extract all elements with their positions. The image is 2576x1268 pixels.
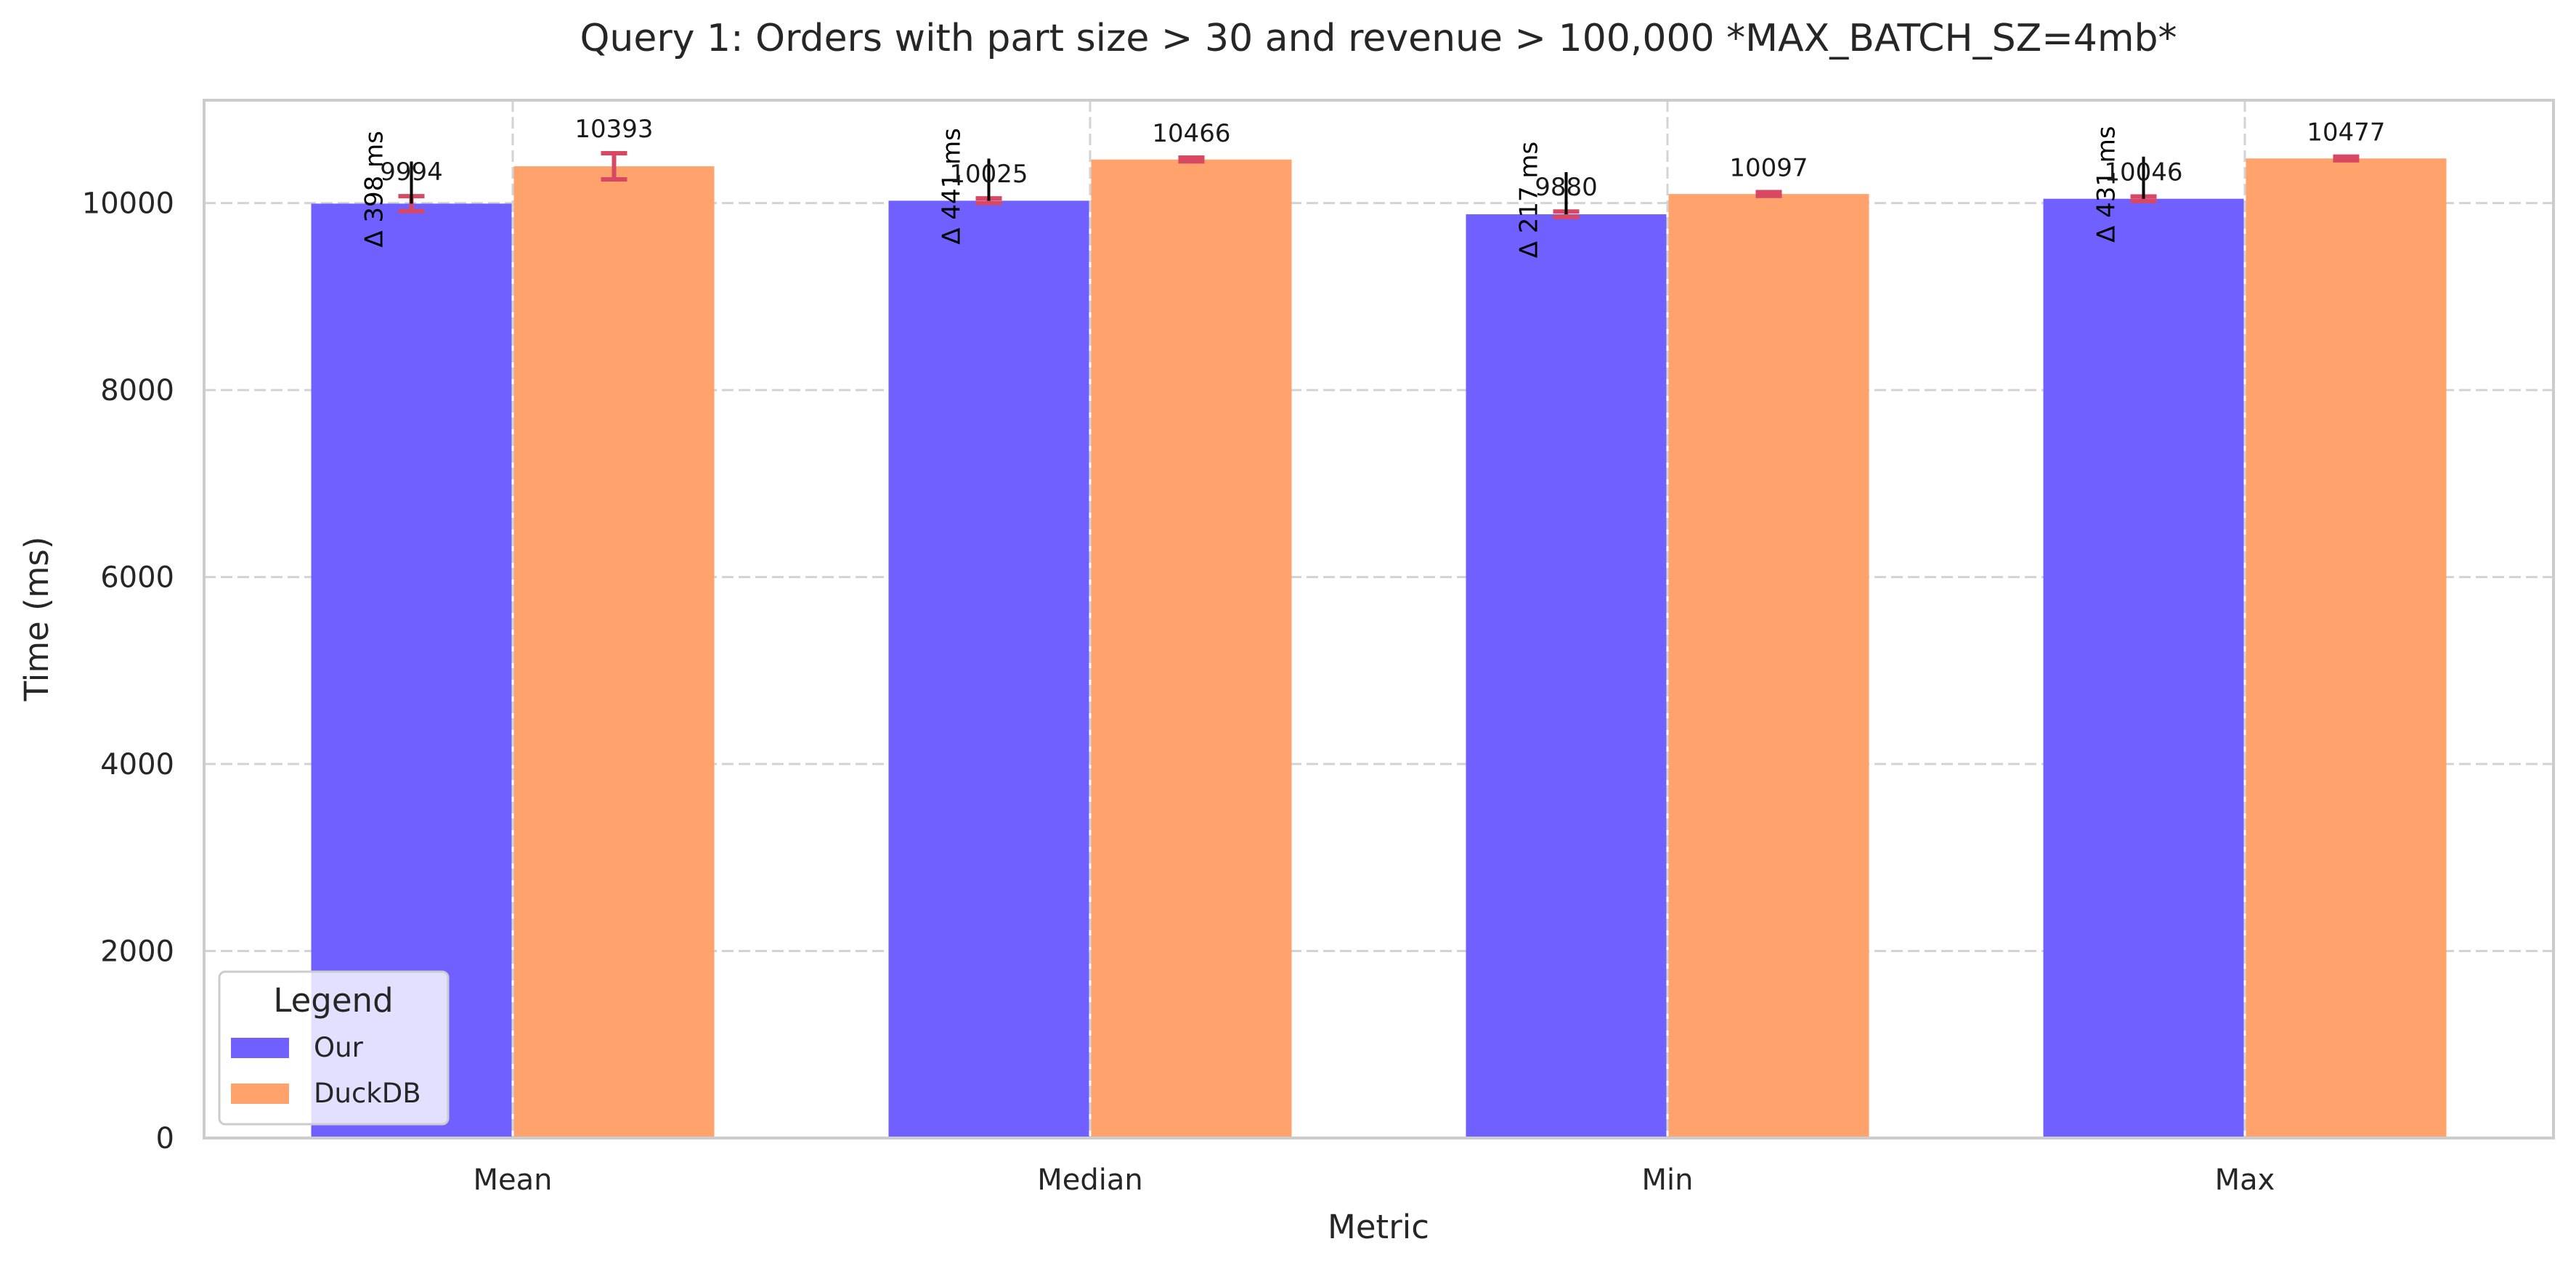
legend-label-duckdb: DuckDB [314,1078,421,1109]
value-label: 9994 [380,158,443,187]
x-tick-label: Median [1037,1163,1143,1197]
y-tick-label: 8000 [100,374,174,407]
legend-swatch-duckdb [231,1084,289,1104]
y-tick-label: 2000 [100,935,174,969]
delta-label: Δ 441 ms [938,128,967,245]
y-axis-label: Time (ms) [17,537,56,702]
bar-our [888,200,1089,1138]
value-label: 10477 [2307,118,2385,147]
y-tick-label: 6000 [100,561,174,595]
delta-label: Δ 398 ms [360,131,389,248]
delta-markers: Δ 398 ms Δ 441 ms Δ 217 ms Δ 431 ms [360,126,2145,259]
delta-label: Δ 431 ms [2092,126,2121,243]
value-label: 9880 [1535,173,1598,202]
y-tick-label: 4000 [100,748,174,781]
plot-frame [203,99,2555,1139]
legend: Legend Our DuckDB [218,970,450,1126]
bar-duckdb [2246,158,2447,1139]
y-tick-label: 0 [156,1122,174,1155]
value-label: 10466 [1152,119,1230,148]
delta-label: Δ 217 ms [1515,142,1544,259]
x-axis-ticks: Mean Median Min Max [474,1163,2275,1197]
value-label: 10097 [1729,154,1808,183]
value-label: 10393 [574,115,653,144]
y-axis-ticks: 0 2000 4000 6000 8000 10000 [82,187,174,1155]
bar-our [1466,214,1667,1138]
bar-duckdb [1668,194,1869,1138]
value-label: 10046 [2104,158,2182,187]
data-labels: 9994 10025 9880 10046 10393 10466 10097 10477 [380,115,2385,202]
y-tick-label: 10000 [82,187,174,221]
legend-title: Legend [273,981,393,1020]
x-axis-label: Metric [1328,1208,1429,1246]
bar-our [2043,198,2244,1138]
x-tick-label: Max [2215,1163,2275,1197]
x-tick-label: Min [1642,1163,1694,1197]
bar-duckdb [1091,159,1292,1138]
x-tick-label: Mean [474,1163,553,1197]
chart-title: Query 1: Orders with part size > 30 and … [580,17,2177,60]
bar-duckdb [513,166,715,1138]
legend-label-our: Our [314,1032,364,1063]
value-label: 10025 [949,160,1028,189]
legend-swatch-our [231,1038,289,1058]
